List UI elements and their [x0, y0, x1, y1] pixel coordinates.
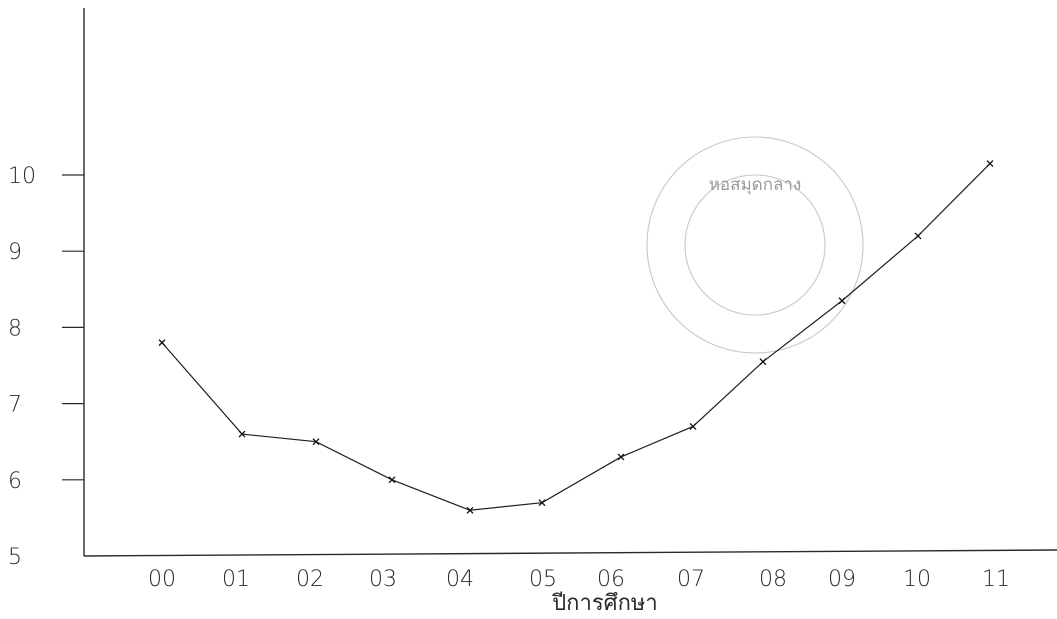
- x-tick-label: 05: [529, 567, 557, 592]
- data-point-marker: [617, 453, 625, 461]
- data-point-marker: [312, 438, 320, 446]
- y-tick-label: 8: [8, 316, 22, 341]
- stamp-text: หอสมุดกลาง: [709, 175, 802, 195]
- data-point-marker: [689, 423, 697, 430]
- stamp-outer-ring: [646, 136, 864, 354]
- x-tick-label: 08: [759, 567, 787, 592]
- x-tick-label: 09: [828, 567, 856, 592]
- data-point-marker: [388, 476, 396, 484]
- x-tick-label: 00: [148, 567, 176, 592]
- y-axis-ticks: 5 6 7 8 9 10: [8, 164, 84, 570]
- stamp-inner-ring: [684, 174, 826, 316]
- x-tick-label: 06: [597, 567, 625, 592]
- x-tick-label: 11: [982, 567, 1010, 592]
- x-axis-label: ปีการศึกษา: [551, 591, 658, 616]
- library-stamp: หอสมุดกลาง: [646, 136, 864, 354]
- data-point-marker: [238, 430, 246, 438]
- series-line: [161, 163, 991, 511]
- y-tick-label: 6: [8, 469, 22, 494]
- data-point-marker: [158, 339, 166, 347]
- data-series: [158, 160, 994, 514]
- x-tick-label: 03: [369, 567, 397, 592]
- data-point-marker: [538, 499, 546, 507]
- y-tick-label: 9: [8, 240, 22, 265]
- y-tick-label: 5: [8, 545, 22, 570]
- data-point-marker: [759, 358, 767, 366]
- x-tick-label: 02: [296, 567, 324, 592]
- data-point-marker: [914, 232, 922, 240]
- x-tick-label: 10: [903, 567, 931, 592]
- y-tick-label: 7: [8, 393, 22, 418]
- x-axis: [83, 549, 1057, 557]
- data-point-marker: [986, 160, 994, 168]
- x-tick-label: 01: [222, 567, 250, 592]
- x-tick-label: 07: [677, 567, 705, 592]
- data-point-marker: [466, 506, 474, 514]
- x-axis-ticks: 00 01 02 03 04 05 06 07 08 09 10 11: [148, 567, 1010, 592]
- x-tick-label: 04: [446, 567, 474, 592]
- data-point-marker: [838, 297, 846, 305]
- y-tick-label: 10: [8, 164, 36, 189]
